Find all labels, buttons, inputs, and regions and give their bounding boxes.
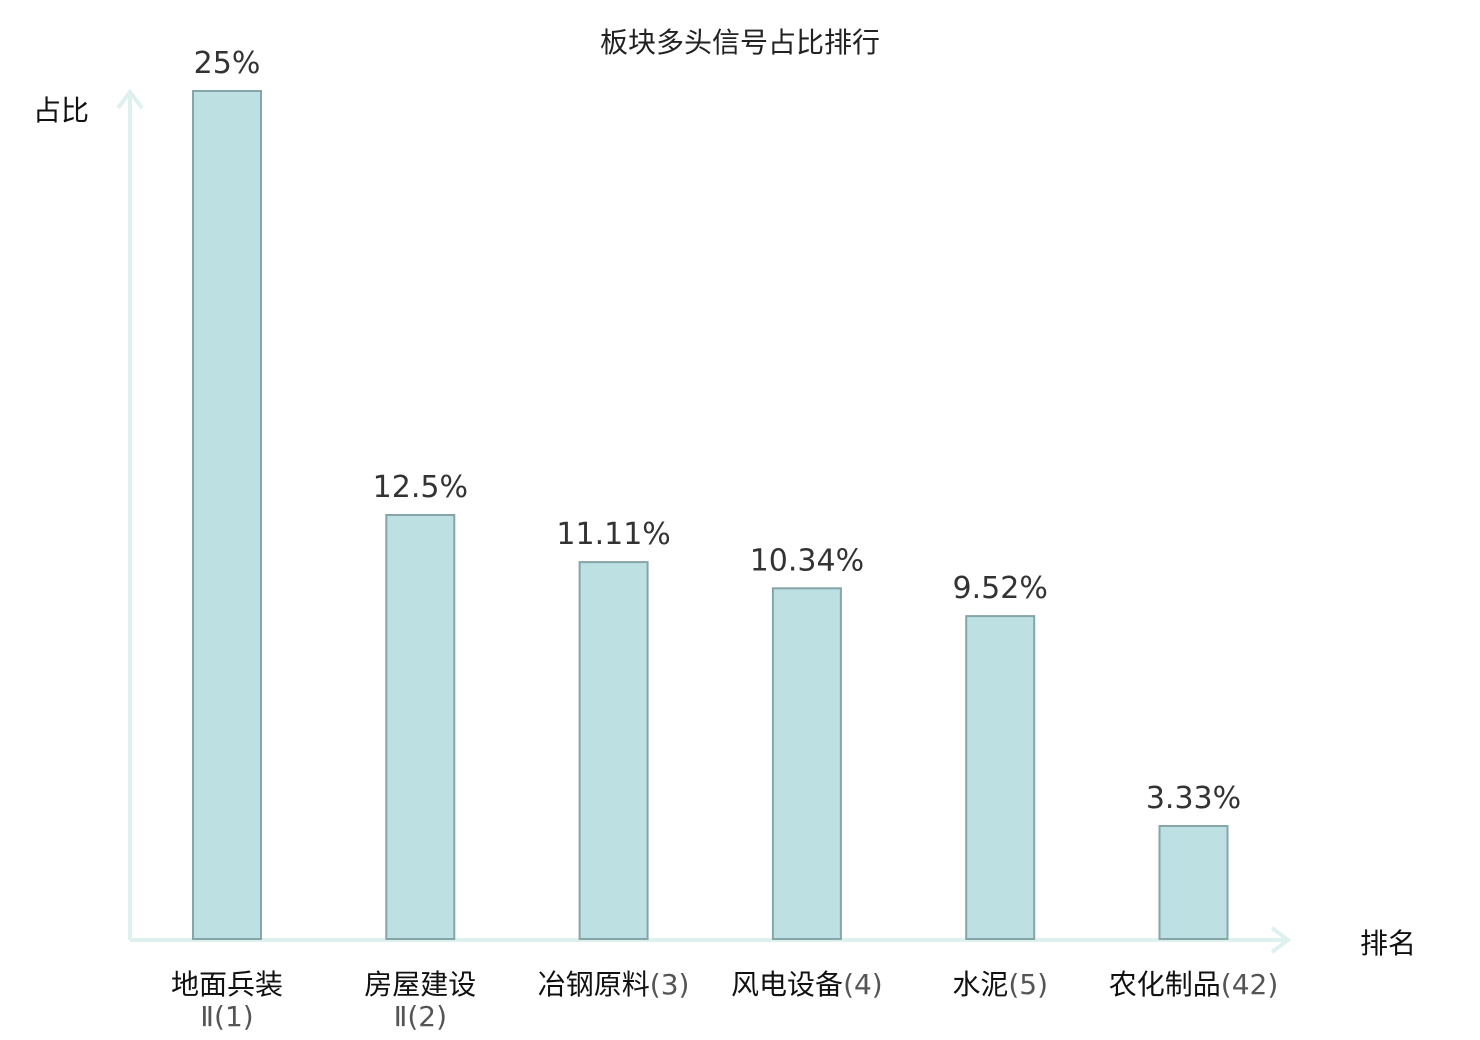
category-label-4: 风电设备(4) (731, 968, 883, 1001)
x-axis (130, 926, 1292, 954)
value-label-2: 12.5% (373, 470, 468, 505)
category-label-6: 农化制品(42) (1109, 968, 1279, 1001)
category-label-5: 水泥(5) (952, 968, 1048, 1001)
bar-3 (578, 561, 649, 940)
value-label-3: 11.11% (556, 517, 670, 552)
category-label-3: 冶钢原料(3) (538, 968, 690, 1001)
category-rank-4: (4) (843, 968, 883, 1001)
value-label-5: 9.52% (953, 571, 1048, 606)
category-rank-5: (5) (1008, 968, 1048, 1001)
y-axis-label: 占比 (33, 94, 89, 127)
value-label-1: 25% (194, 46, 261, 81)
bar-2 (385, 514, 456, 940)
value-label-6: 3.33% (1146, 781, 1241, 816)
bars-group (192, 90, 1229, 940)
x-axis-label: 排名 (1360, 927, 1416, 960)
chart-title: 板块多头信号占比排行 (600, 26, 880, 59)
category-name-4: 风电设备 (731, 968, 843, 1001)
y-axis-arrow (116, 88, 144, 110)
bar-5 (965, 615, 1036, 940)
category-name-5: 水泥 (952, 968, 1008, 1001)
bar-6 (1158, 825, 1229, 940)
category-rank-3: (3) (650, 968, 690, 1001)
category-rank-1: Ⅱ(1) (200, 1000, 253, 1033)
bar-4 (771, 587, 842, 940)
category-name-1: 地面兵装 (171, 968, 283, 1001)
category-name-6: 农化制品 (1109, 968, 1221, 1001)
y-axis (116, 88, 144, 940)
category-rank-6: (42) (1221, 968, 1278, 1001)
value-labels-group: 25% 12.5% 11.11% 10.34% 9.52% 3.33% (194, 46, 1242, 816)
x-axis-arrow (1270, 926, 1292, 954)
category-name-3: 冶钢原料 (538, 968, 650, 1001)
category-name-2: 房屋建设 (364, 968, 476, 1001)
category-rank-2: Ⅱ(2) (394, 1000, 447, 1033)
value-label-4: 10.34% (750, 543, 864, 578)
bar-1 (192, 90, 262, 940)
